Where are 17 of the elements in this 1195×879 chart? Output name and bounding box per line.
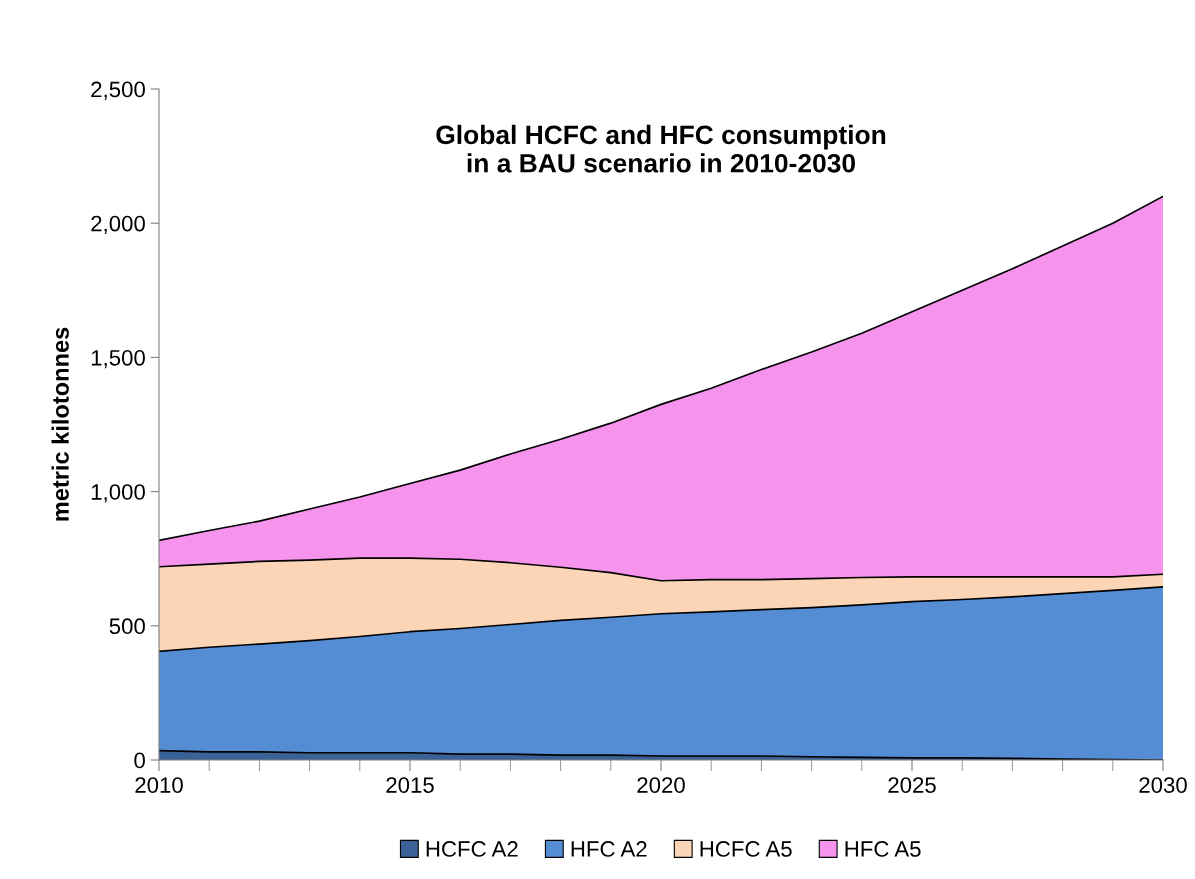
- legend-label: HCFC A2: [426, 841, 518, 857]
- x-tick-label: 2015: [386, 777, 434, 793]
- y-tick-label: 500: [109, 618, 145, 635]
- legend-label: HCFC A5: [700, 841, 792, 857]
- y-axis-title: metric kilotonnes: [51, 327, 69, 521]
- y-tick-label: 1,000: [91, 484, 145, 503]
- legend-label: HFC A2: [571, 841, 647, 857]
- x-tick-label: 2020: [637, 777, 685, 793]
- x-tick-label: 2030: [1139, 777, 1187, 793]
- y-tick-label: 0: [134, 752, 145, 769]
- x-tick-label: 2025: [888, 777, 936, 793]
- y-tick-label: 2,500: [91, 81, 145, 100]
- x-tick-label: 2010: [135, 777, 183, 793]
- y-tick-label: 2,000: [91, 215, 145, 235]
- y-tick-label: 1,500: [91, 349, 145, 369]
- text: Global HCFC and HFC consumption in a BAU scenario in 2010-2030: [436, 124, 886, 173]
- legend-label: HFC A5: [845, 841, 921, 857]
